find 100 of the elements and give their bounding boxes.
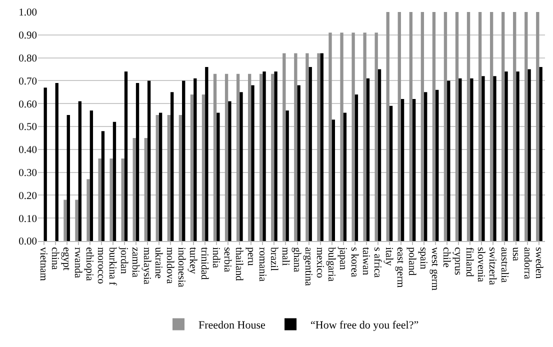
x-tick-label: australia [498,247,510,284]
bar [178,115,182,241]
bar [536,12,540,241]
bar [240,92,243,241]
bar [121,158,124,241]
bar [470,78,474,241]
bar [374,32,378,241]
x-tick-label: argentina [302,247,314,286]
bar [332,120,335,241]
bar [420,12,424,241]
bar [66,115,70,241]
bar [297,85,300,241]
bar [224,74,228,241]
bar [528,69,531,241]
x-tick-label: east germ [394,247,406,288]
x-tick-label: china [48,247,60,270]
bar [75,200,78,241]
bar [400,99,404,241]
bar [516,72,520,241]
bar [78,101,82,241]
bar [112,122,116,241]
bar [493,76,496,241]
bar [147,80,151,241]
bar [444,12,448,241]
y-tick-label: 0.50 [18,122,37,134]
bar [354,94,358,241]
bar [447,80,450,241]
bar [386,12,390,241]
x-tick-label: thailand [233,247,244,282]
bar [136,82,140,241]
x-tick-label: ghana [290,247,302,273]
x-tick-label: trinidad [198,247,210,281]
bar [260,74,263,241]
bar [320,53,324,241]
x-tick-label: serbia [222,247,233,273]
bar [352,32,355,241]
x-tick-label: peru [244,247,256,267]
x-tick-label: taiwan [360,247,371,276]
y-tick-label: 0.80 [18,53,37,64]
legend-label: Freedon House [198,319,266,332]
bar [282,53,286,241]
bar [389,106,393,241]
bar [64,200,67,241]
bar [340,32,344,241]
x-tick-label: japan [336,246,348,271]
bar [194,78,197,241]
bar [409,12,412,241]
bar [158,112,162,241]
bar [458,78,462,241]
bar [317,53,320,241]
bar [205,66,208,241]
x-tick-label: morocco [94,247,106,284]
bar [366,78,370,241]
x-tick-label: s korea [348,247,360,278]
x-tick-label: malaysia [141,247,152,285]
bar [539,66,542,241]
x-tick-label: italy [383,247,394,267]
bar [436,90,439,241]
x-tick-label: cyprus [452,247,464,276]
bar [44,88,47,241]
bar [308,66,312,241]
bar [504,72,508,241]
x-tick-label: poland [406,247,418,276]
x-tick-label: burkina f [106,247,118,286]
bar [412,99,416,241]
x-tick-label: indonesia [176,247,187,288]
x-tick-label: zambia [130,247,141,278]
bar [378,69,382,241]
x-tick-label: romania [256,247,268,282]
bar [306,53,309,241]
bar [213,74,217,241]
bar [294,53,298,241]
y-tick-label: 0.20 [18,190,37,202]
x-tick-label: brazil [268,247,279,272]
y-tick-label: 0.60 [18,99,37,110]
y-tick-label: 0.00 [18,236,37,248]
bar [502,12,505,241]
x-tick-label: jordan [118,246,130,275]
x-tick-label: bulgaria [325,247,336,282]
bar [190,94,194,241]
y-tick-label: 1.00 [18,8,37,19]
bar [55,82,58,241]
bar [524,12,528,241]
bar [328,32,332,241]
x-tick-label: rwanda [72,247,83,278]
x-tick-label: spain [418,247,429,270]
x-tick-label: mexico [314,247,325,278]
bar [182,80,186,241]
bar [363,32,366,241]
x-tick-label: india [210,247,222,268]
bar [482,76,485,241]
legend-label: “How free do you feel?” [310,319,419,332]
x-tick-label: chile [440,247,452,268]
x-tick-label: s africa [372,247,383,278]
x-tick-label: usa [510,247,521,262]
x-tick-label: vietnam [37,247,48,281]
x-tick-label: west germ [429,247,440,291]
bar [513,12,516,241]
bar [398,12,401,241]
bar [144,138,148,241]
